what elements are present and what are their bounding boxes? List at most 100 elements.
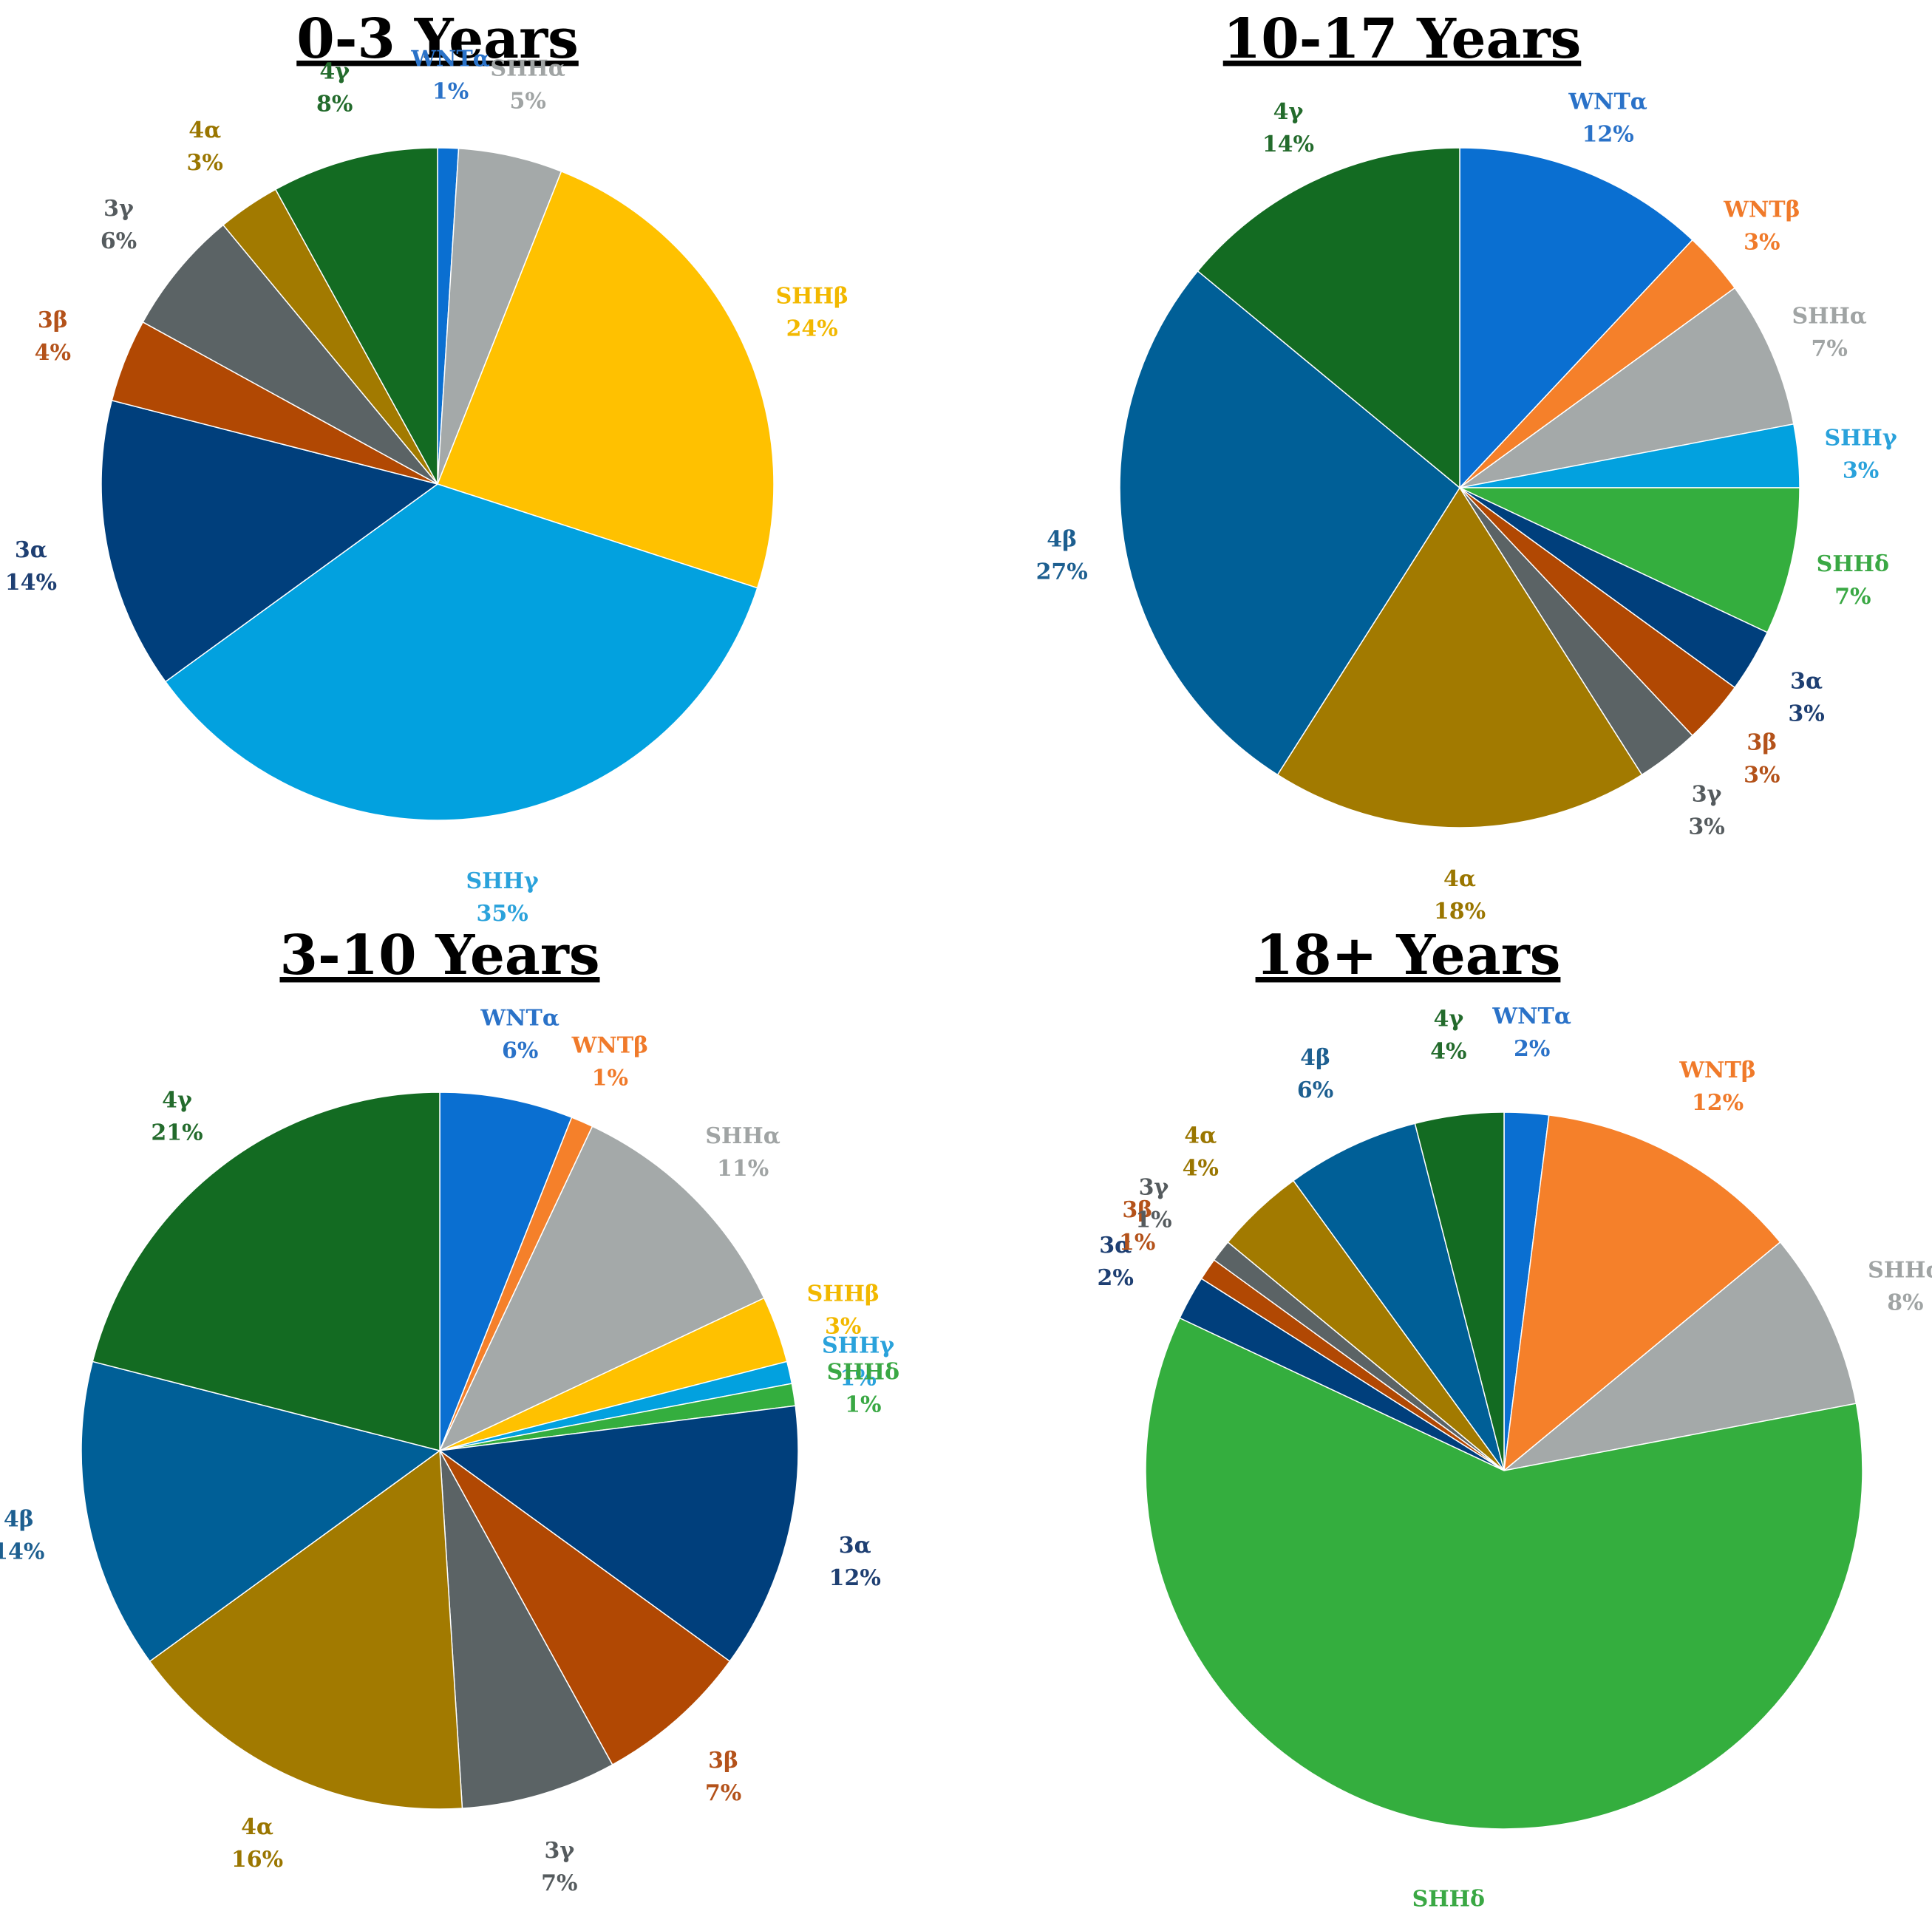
slice-category-label: 4α	[188, 118, 221, 143]
pie-slice-shhbeta	[437, 170, 775, 589]
slice-category-label: SHHα	[1868, 1258, 1932, 1284]
slice-label-shhalpha: SHHα 8%	[1868, 1258, 1932, 1316]
slice-category-label: WNTα	[480, 1005, 559, 1031]
slice-label-3gamma: 3γ 3%	[1688, 782, 1724, 840]
pie-slice-shhdelta	[1459, 487, 1800, 633]
slice-percent-label: 1%	[432, 78, 469, 104]
slice-label-3gamma: 3γ 1%	[1135, 1174, 1171, 1233]
slice-label-4beta: 4β 14%	[0, 1507, 44, 1565]
slice-label-4alpha: 4α 4%	[1183, 1123, 1219, 1182]
slice-category-label: 3α	[1790, 668, 1823, 694]
slice-label-3gamma: 3γ 7%	[541, 1838, 577, 1896]
slice-label-wntbeta: WNTβ 12%	[1678, 1058, 1755, 1116]
slice-percent-label: 3%	[1744, 230, 1780, 256]
slice-label-4alpha: 4α 16%	[231, 1814, 283, 1873]
pie-0-3-years: WNTα 1%SHHα 5%SHHβ 24%SHHγ 35%3α 14%3β 4%3γ 6%4…	[5, 46, 848, 927]
slice-category-label: 4γ	[1273, 99, 1304, 125]
slice-label-4alpha: 4α 18%	[1434, 866, 1486, 924]
slice-label-3alpha: 3α 14%	[5, 537, 57, 596]
slice-label-wntalpha: WNTα 6%	[480, 1005, 559, 1063]
slice-label-3beta: 3β 1%	[1119, 1197, 1155, 1256]
slice-percent-label: 35%	[476, 901, 528, 927]
slice-percent-label: 7%	[1811, 336, 1847, 362]
slice-percent-label: 1%	[840, 1365, 876, 1391]
pie-slice-4beta	[1292, 1123, 1505, 1471]
pie-slice-wntbeta	[1503, 1114, 1781, 1472]
slice-label-wntalpha: WNTα 1%	[410, 46, 490, 104]
pie-slice-3gamma	[439, 1450, 613, 1809]
slice-label-wntbeta: WNTβ 1%	[571, 1033, 648, 1091]
slice-label-3alpha: 3α 2%	[1098, 1233, 1134, 1291]
pie-chart-group: WNTα 1%SHHα 5%SHHβ 24%SHHγ 35%3α 14%3β 4%3γ 6%4…	[0, 46, 1932, 1914]
slice-category-label: 3γ	[103, 196, 134, 222]
slice-category-label: 4γ	[319, 59, 350, 85]
chart-title-18-plus-years: 18+ Years	[1256, 924, 1561, 987]
slice-label-shhbeta: SHHβ 3%	[807, 1281, 880, 1340]
slice-category-label: 4α	[1184, 1123, 1217, 1149]
slice-label-3gamma: 3γ 6%	[101, 196, 137, 254]
slice-category-label: 3β	[1122, 1197, 1152, 1223]
slice-label-4beta: 4β 27%	[1036, 526, 1088, 585]
slice-percent-label: 14%	[5, 570, 57, 596]
slice-category-label: 3β	[38, 307, 68, 333]
slice-category-label: 3γ	[544, 1838, 574, 1864]
slice-label-4alpha: 4α 3%	[187, 118, 223, 176]
slice-percent-label: 14%	[0, 1539, 44, 1565]
pie-slice-4gamma	[1197, 147, 1460, 489]
pie-slice-shhgamma	[164, 483, 758, 821]
slice-category-label: SHHα	[490, 55, 565, 81]
slice-label-3beta: 3β 7%	[705, 1748, 741, 1806]
slice-label-shhalpha: SHHα 5%	[490, 55, 565, 114]
pie-slice-wntalpha	[439, 1091, 573, 1451]
pie-slice-4beta	[1119, 270, 1460, 776]
slice-percent-label: 2%	[1514, 1036, 1550, 1062]
slice-category-label: 3β	[1746, 729, 1777, 755]
slice-percent-label: 8%	[316, 92, 353, 118]
slice-category-label: SHHβ	[807, 1281, 880, 1307]
pie-slice-4gamma	[1414, 1111, 1505, 1471]
slice-category-label: SHHδ	[827, 1359, 899, 1385]
slice-percent-label: 2%	[1098, 1265, 1134, 1291]
pie-slice-3alpha	[438, 1405, 799, 1663]
slice-percent-label: 3%	[1688, 814, 1724, 840]
slice-label-3alpha: 3α 3%	[1788, 668, 1824, 726]
slice-percent-label: 5%	[509, 88, 545, 114]
slice-label-shhgamma: SHHγ 35%	[466, 868, 539, 927]
slice-label-shhbeta: SHHβ 24%	[776, 284, 848, 342]
slice-category-label: SHHβ	[776, 284, 848, 310]
pie-slice-shhdelta	[1145, 1317, 1863, 1830]
slice-label-shhgamma: SHHγ 1%	[822, 1332, 894, 1391]
slice-percent-label: 1%	[1135, 1207, 1171, 1233]
slice-label-wntbeta: WNTβ 3%	[1723, 197, 1800, 256]
slice-category-label: SHHα	[705, 1123, 780, 1149]
slice-category-label: SHHγ	[1824, 426, 1897, 452]
slice-label-3beta: 3β 3%	[1744, 729, 1780, 788]
chart-title-3-10-years: 3-10 Years	[279, 924, 599, 987]
pie-10-17-years: WNTα 12%WNTβ 3%SHHα 7%SHHγ 3%SHHδ 7%3α 3%3β 3%3…	[1036, 89, 1897, 924]
slice-category-label: 4α	[1443, 866, 1476, 892]
slice-label-4gamma: 4γ 21%	[151, 1088, 203, 1146]
pie-slice-shhalpha	[438, 1125, 765, 1452]
pie-slice-4beta	[81, 1360, 441, 1663]
chart-title-0-3-years: 0-3 Years	[296, 7, 579, 71]
chart-title-10-17-years: 10-17 Years	[1223, 7, 1582, 71]
slice-label-wntalpha: WNTα 2%	[1491, 1004, 1571, 1062]
slice-category-label: 4β	[4, 1507, 34, 1533]
pie-18plus-years: WNTα2%WNTβ12%SHHα8%SHHδ60%3α2%3β1%3γ1%4α…	[1098, 1004, 1932, 1914]
slice-category-label: 4γ	[1433, 1007, 1463, 1032]
slice-category-label: 4γ	[162, 1088, 192, 1114]
slice-percent-label: 7%	[705, 1780, 741, 1806]
slice-percent-label: 11%	[717, 1156, 769, 1182]
slice-percent-label: 21%	[151, 1120, 203, 1146]
slice-category-label: SHHδ	[1412, 1886, 1485, 1912]
slice-percent-label: 3%	[1843, 458, 1879, 484]
slice-percent-label: 12%	[1692, 1090, 1744, 1116]
slice-percent-label: 14%	[1262, 132, 1314, 157]
pie-slice-3beta	[439, 1450, 731, 1766]
pie-slice-4alpha	[149, 1449, 463, 1810]
slice-percent-label: 6%	[502, 1038, 538, 1063]
slice-label-shhdelta: SHHδ60%	[1412, 1886, 1485, 1914]
slice-category-label: WNTβ	[1678, 1058, 1755, 1083]
slice-category-label: 4α	[241, 1814, 273, 1840]
slice-percent-label: 8%	[1887, 1290, 1923, 1316]
